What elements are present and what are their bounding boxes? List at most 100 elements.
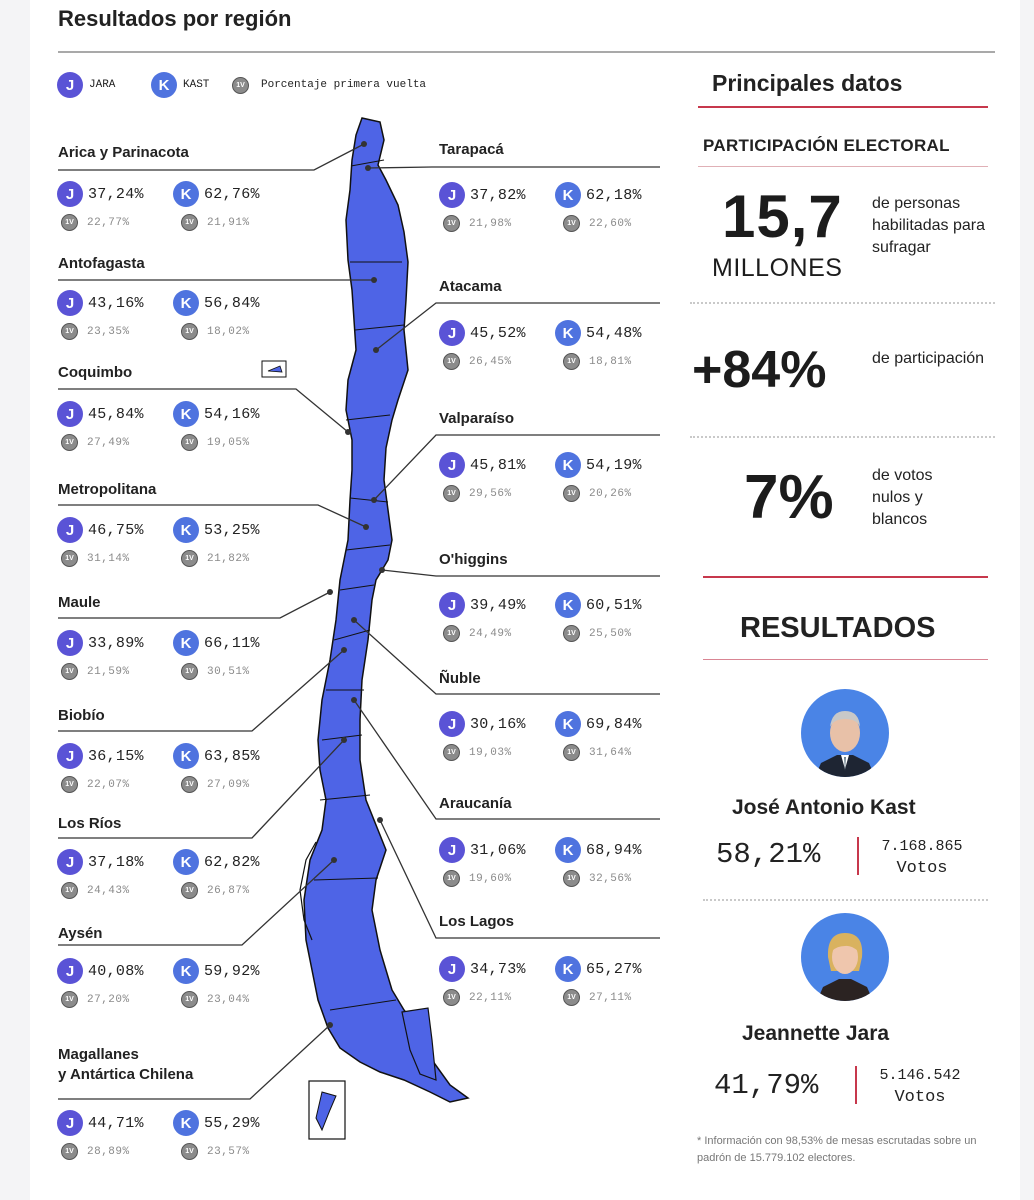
kast-name: José Antonio Kast bbox=[732, 796, 916, 819]
region-nuble-kast: K 69,84% bbox=[555, 711, 642, 737]
jara-name: Jeannette Jara bbox=[742, 1022, 890, 1045]
region-maule-kast: K 66,11% bbox=[173, 630, 260, 656]
region-coquimbo-jara-1v-value: 27,49% bbox=[87, 436, 130, 449]
region-valparaiso-kast-1v-value: 20,26% bbox=[589, 487, 632, 500]
legend-first-round-label: Porcentaje primera vuelta bbox=[261, 79, 427, 91]
participation-rule bbox=[698, 166, 988, 167]
region-tarapaca-jara: J 37,82% bbox=[439, 182, 526, 208]
kast-badge-icon: K bbox=[173, 290, 199, 316]
legend-first-round: 1V Porcentaje primera vuelta bbox=[232, 72, 426, 98]
region-nuble-kast-value: 69,84% bbox=[586, 715, 642, 733]
chile-map-shape bbox=[261, 117, 470, 1140]
region-arica-y-parinacota-jara-value: 37,24% bbox=[88, 185, 144, 203]
jara-badge-icon: J bbox=[439, 956, 465, 982]
results-heading: RESULTADOS bbox=[740, 612, 936, 644]
region-valparaiso-jara-1v-value: 29,56% bbox=[469, 487, 512, 500]
jara-badge-icon: J bbox=[439, 452, 465, 478]
region-los-rios-kast-value: 62,82% bbox=[204, 853, 260, 871]
first-round-badge-icon: 1V bbox=[61, 214, 78, 231]
region-nuble-jara-1v: 1V 19,03% bbox=[443, 744, 512, 761]
region-atacama-jara-value: 45,52% bbox=[470, 324, 526, 342]
portrait-man-icon bbox=[815, 711, 875, 777]
jara-badge-icon: J bbox=[57, 630, 83, 656]
region-araucania-jara: J 31,06% bbox=[439, 837, 526, 863]
first-round-badge-icon: 1V bbox=[181, 776, 198, 793]
region-metropolitana-kast-1v-value: 21,82% bbox=[207, 552, 250, 565]
region-maule-kast-1v: 1V 30,51% bbox=[181, 663, 250, 680]
region-o-higgins-kast: K 60,51% bbox=[555, 592, 642, 618]
region-name-coquimbo: Coquimbo bbox=[58, 364, 133, 381]
jara-badge-icon: J bbox=[439, 711, 465, 737]
first-round-badge-icon: 1V bbox=[563, 353, 580, 370]
legend-jara-label: JARA bbox=[89, 79, 116, 91]
region-aysen-kast-1v-value: 23,04% bbox=[207, 993, 250, 1006]
first-round-badge-icon: 1V bbox=[563, 625, 580, 642]
region-valparaiso-kast-value: 54,19% bbox=[586, 456, 642, 474]
first-round-badge-icon: 1V bbox=[181, 214, 198, 231]
region-name-nuble: Ñuble bbox=[439, 670, 481, 687]
kast-votes-label: Votos bbox=[896, 859, 948, 878]
region-tarapaca-kast: K 62,18% bbox=[555, 182, 642, 208]
region-aysen-kast: K 59,92% bbox=[173, 958, 260, 984]
region-metropolitana-jara-1v: 1V 31,14% bbox=[61, 550, 130, 567]
kast-badge-icon: K bbox=[555, 592, 581, 618]
region-tarapaca-jara-1v-value: 21,98% bbox=[469, 217, 512, 230]
region-aysen-jara-value: 40,08% bbox=[88, 962, 144, 980]
kast-badge-icon: K bbox=[555, 837, 581, 863]
first-round-badge-icon: 1V bbox=[61, 882, 78, 899]
jara-badge-icon: J bbox=[57, 958, 83, 984]
region-valparaiso-kast: K 54,19% bbox=[555, 452, 642, 478]
first-round-badge-icon: 1V bbox=[563, 870, 580, 887]
region-biobio-kast-1v: 1V 27,09% bbox=[181, 776, 250, 793]
region-coquimbo-kast-1v: 1V 19,05% bbox=[181, 434, 250, 451]
first-round-badge-icon: 1V bbox=[181, 1143, 198, 1160]
region-araucania-kast-1v: 1V 32,56% bbox=[563, 870, 632, 887]
jara-avatar bbox=[801, 913, 889, 1001]
region-name-valparaiso: Valparaíso bbox=[439, 410, 515, 427]
region-antofagasta-jara: J 43,16% bbox=[57, 290, 144, 316]
region-nuble-jara: J 30,16% bbox=[439, 711, 526, 737]
region-coquimbo-kast-1v-value: 19,05% bbox=[207, 436, 250, 449]
region-los-lagos-kast-1v: 1V 27,11% bbox=[563, 989, 632, 1006]
title-divider bbox=[58, 51, 995, 53]
region-metropolitana-kast-value: 53,25% bbox=[204, 521, 260, 539]
region-name-metropolitana: Metropolitana bbox=[58, 481, 157, 498]
stat-divider-1 bbox=[690, 302, 995, 304]
region-maule-kast-1v-value: 30,51% bbox=[207, 665, 250, 678]
region-name-atacama: Atacama bbox=[439, 278, 502, 295]
region-antofagasta-jara-1v: 1V 23,35% bbox=[61, 323, 130, 340]
region-o-higgins-kast-1v: 1V 25,50% bbox=[563, 625, 632, 642]
region-nuble-kast-1v: 1V 31,64% bbox=[563, 744, 632, 761]
first-round-badge-icon: 1V bbox=[61, 550, 78, 567]
results-top-rule bbox=[703, 576, 988, 578]
jara-badge-icon: J bbox=[439, 592, 465, 618]
region-biobio-jara: J 36,15% bbox=[57, 743, 144, 769]
stat-null-value: 7% bbox=[744, 463, 834, 532]
region-aysen-jara-1v-value: 27,20% bbox=[87, 993, 130, 1006]
stat-participation-value: +84% bbox=[692, 341, 827, 399]
region-coquimbo-kast: K 54,16% bbox=[173, 401, 260, 427]
region-araucania-kast: K 68,94% bbox=[555, 837, 642, 863]
first-round-badge-icon: 1V bbox=[61, 776, 78, 793]
region-valparaiso-jara: J 45,81% bbox=[439, 452, 526, 478]
region-coquimbo-kast-value: 54,16% bbox=[204, 405, 260, 423]
legend-jara: J JARA bbox=[57, 72, 115, 98]
region-name-magallanes-y-antartica-chilena: Magallanes y Antártica Chilena bbox=[58, 1046, 194, 1083]
region-arica-y-parinacota-jara: J 37,24% bbox=[57, 181, 144, 207]
region-aysen-jara-1v: 1V 27,20% bbox=[61, 991, 130, 1008]
kast-badge-icon: K bbox=[555, 320, 581, 346]
region-arica-y-parinacota-jara-1v-value: 22,77% bbox=[87, 216, 130, 229]
first-round-badge-icon: 1V bbox=[61, 663, 78, 680]
first-round-badge-icon: 1V bbox=[443, 870, 460, 887]
region-metropolitana-jara: J 46,75% bbox=[57, 517, 144, 543]
first-round-badge-icon: 1V bbox=[563, 744, 580, 761]
region-name-arica-y-parinacota: Arica y Parinacota bbox=[58, 144, 189, 161]
region-biobio-kast: K 63,85% bbox=[173, 743, 260, 769]
stat-participation-label: de participación bbox=[872, 350, 985, 367]
first-round-badge-icon: 1V bbox=[443, 485, 460, 502]
region-coquimbo-jara-value: 45,84% bbox=[88, 405, 144, 423]
region-o-higgins-kast-1v-value: 25,50% bbox=[589, 627, 632, 640]
results-heading-rule bbox=[703, 659, 988, 660]
